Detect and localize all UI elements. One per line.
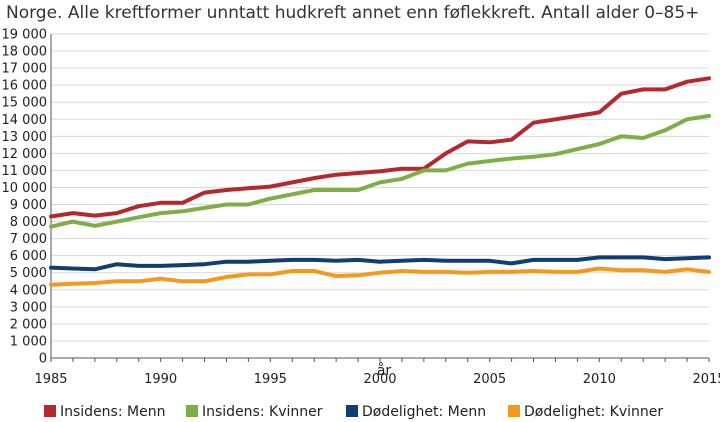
x-tick-label: 2000 bbox=[363, 372, 396, 387]
y-tick-label: 17 000 bbox=[2, 62, 48, 77]
y-tick-label: 11 000 bbox=[2, 164, 48, 179]
y-tick-label: 3 000 bbox=[10, 300, 47, 315]
y-tick-label: 4 000 bbox=[10, 283, 47, 298]
chart-title: Norge. Alle kreftformer unntatt hudkreft… bbox=[6, 3, 700, 23]
series-line-4 bbox=[49, 266, 711, 287]
legend-swatch bbox=[346, 405, 358, 417]
y-tick-label: 15 000 bbox=[2, 96, 48, 111]
legend-swatch bbox=[44, 405, 56, 417]
y-tick-label: 2 000 bbox=[10, 317, 47, 332]
series-lines bbox=[49, 76, 711, 287]
y-tick-label: 0 bbox=[39, 352, 47, 367]
legend-swatch bbox=[508, 405, 520, 417]
y-tick-label: 10 000 bbox=[2, 181, 48, 196]
x-tick-label: 1985 bbox=[34, 372, 67, 387]
series-line-1 bbox=[49, 76, 711, 219]
gridlines bbox=[51, 33, 709, 359]
legend-label: Insidens: Kvinner bbox=[202, 404, 323, 420]
y-tick-label: 8 000 bbox=[10, 215, 47, 230]
y-tick-label: 18 000 bbox=[2, 45, 48, 60]
series-line-3 bbox=[49, 255, 711, 272]
legend: Insidens: Menn Insidens: Kvinner Dødelighe… bbox=[44, 404, 663, 420]
y-tick-label: 19 000 bbox=[2, 28, 48, 43]
y-tick-label: 7 000 bbox=[10, 232, 47, 247]
series-line-2 bbox=[49, 113, 711, 229]
x-tick-label: 2015 bbox=[692, 372, 720, 387]
y-tick-label: 1 000 bbox=[10, 334, 47, 349]
y-tick-label: 16 000 bbox=[2, 79, 48, 94]
x-axis-title: år bbox=[377, 362, 392, 379]
legend-label: Dødelighet: Kvinner bbox=[524, 404, 663, 420]
legend-swatch bbox=[186, 405, 198, 417]
y-tick-label: 5 000 bbox=[10, 266, 47, 281]
x-tick-labels: 1985 1990 1995 2000 2005 2010 2015 bbox=[34, 358, 720, 387]
x-tick-label: 1990 bbox=[144, 372, 177, 387]
y-tick-labels: 0 1 000 2 000 3 000 4 000 5 000 6 000 7 000 8 00… bbox=[2, 28, 48, 367]
x-tick-label: 1995 bbox=[254, 372, 287, 387]
y-tick-label: 12 000 bbox=[2, 147, 48, 162]
y-tick-label: 14 000 bbox=[2, 113, 48, 128]
x-tick-label: 2010 bbox=[583, 372, 616, 387]
x-tick-label: 2005 bbox=[473, 372, 506, 387]
y-tick-label: 9 000 bbox=[10, 198, 47, 213]
legend-label: Insidens: Menn bbox=[60, 404, 165, 420]
y-tick-label: 6 000 bbox=[10, 249, 47, 264]
legend-label: Dødelighet: Menn bbox=[362, 404, 486, 420]
y-tick-label: 13 000 bbox=[2, 130, 48, 145]
